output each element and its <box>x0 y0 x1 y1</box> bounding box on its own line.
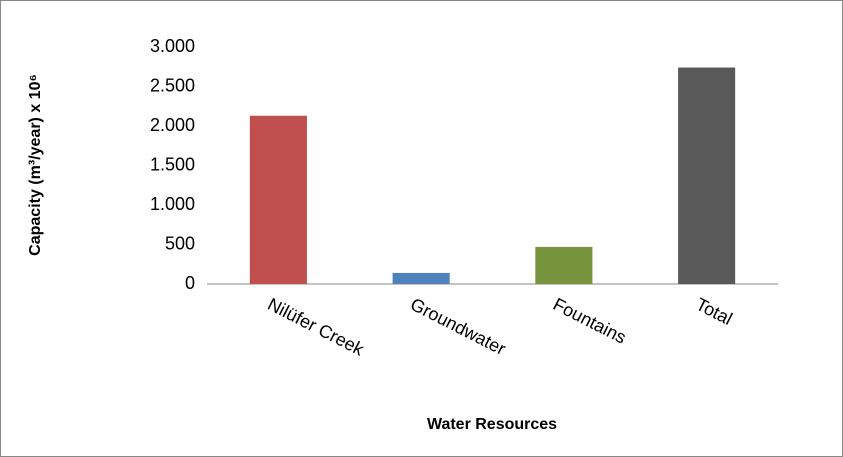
y-tick-label: 1.000 <box>150 194 195 214</box>
bar <box>535 246 593 284</box>
bar <box>392 272 450 284</box>
y-tick-label: 0 <box>185 273 195 293</box>
y-axis-title: Capacity (m³/year) x 10⁶ <box>27 74 44 256</box>
y-tick-label: 500 <box>165 233 195 253</box>
x-axis-title: Water Resources <box>427 416 557 433</box>
y-tick-label: 2.500 <box>150 75 195 95</box>
bar <box>249 115 307 284</box>
bar <box>678 67 736 284</box>
y-tick-label: 2.000 <box>150 115 195 135</box>
y-tick-label: 1.500 <box>150 154 195 174</box>
y-tick-label: 3.000 <box>150 36 195 56</box>
